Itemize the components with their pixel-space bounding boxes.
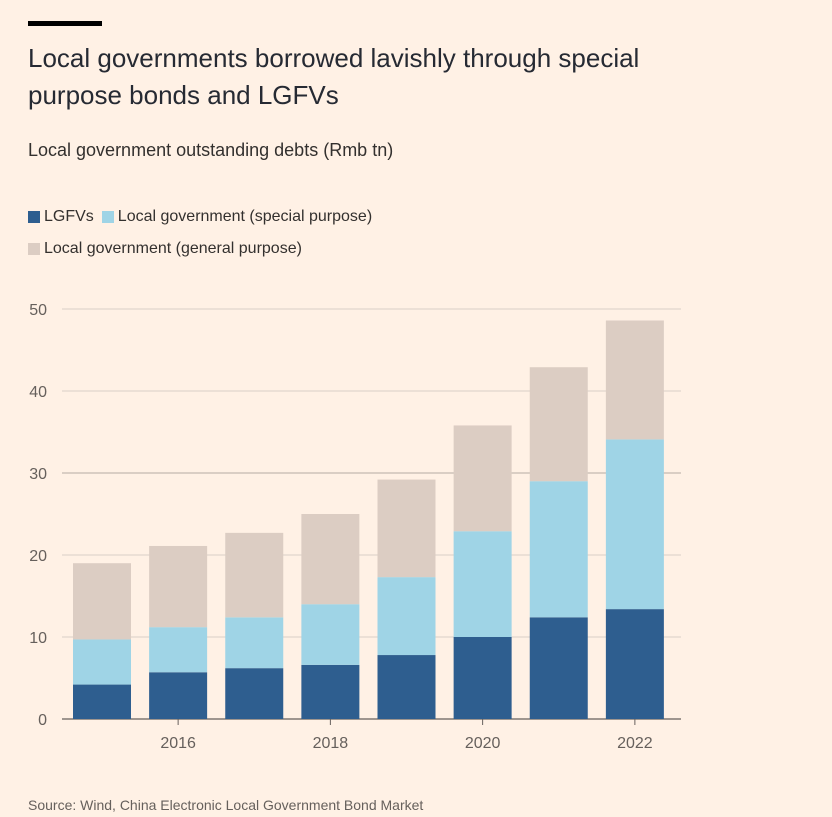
legend-swatch-special-purpose [101, 211, 114, 223]
y-tick-label-30: 30 [29, 466, 47, 483]
legend-swatch-lgfvs [28, 211, 40, 223]
bar-2020-series-2 [453, 425, 512, 532]
bar-2022-series-1 [605, 439, 664, 610]
y-tick-label-20: 20 [29, 548, 47, 565]
stacked-bar-chart: 0 10 20 30 40 50 2016 2018 2020 2022 [29, 302, 681, 752]
bar-2017-series-0 [225, 668, 284, 719]
x-tick-label-2018: 2018 [313, 735, 349, 752]
bar-2021-series-2 [529, 367, 588, 482]
x-tick-label-2022: 2022 [617, 735, 653, 752]
legend-swatch-general-purpose [28, 243, 40, 255]
legend-item-general-purpose: Local government (general purpose) [28, 240, 302, 258]
chart-title: Local governments borrowed lavishly thro… [28, 43, 640, 110]
bar-2021-series-0 [529, 617, 588, 719]
bar-2019-series-1 [377, 577, 436, 656]
legend-label-lgfvs: LGFVs [44, 208, 94, 225]
bar-2017-series-2 [225, 532, 284, 618]
bar-2022-series-0 [605, 609, 664, 719]
bar-2019-series-0 [377, 655, 436, 719]
bar-2020-series-0 [453, 637, 512, 719]
bar-2018-series-0 [301, 664, 360, 719]
y-tick-label-0: 0 [38, 712, 47, 729]
legend-label-special-purpose: Local government (special purpose) [117, 208, 373, 225]
legend-row-1: LGFVs Local government (special purpose) [28, 206, 628, 228]
y-tick-label-10: 10 [29, 630, 47, 647]
bar-2016-series-2 [149, 545, 208, 628]
bar-2019-series-2 [377, 479, 436, 578]
chart-subtitle: Local government outstanding debts (Rmb … [28, 140, 394, 160]
x-tick-label-2020: 2020 [465, 735, 501, 752]
bar-2016-series-1 [149, 627, 208, 673]
bar-2018-series-1 [301, 604, 360, 665]
source-note: Source: Wind, China Electronic Local Gov… [28, 797, 424, 813]
bar-2022-series-2 [605, 320, 664, 440]
y-tick-label-50: 50 [29, 302, 47, 319]
bar-2017-series-1 [225, 617, 284, 669]
top-accent-bar [28, 21, 102, 26]
legend-label-general-purpose: Local government (general purpose) [44, 240, 302, 257]
y-tick-label-40: 40 [29, 384, 47, 401]
bar-2015-series-0 [73, 684, 131, 719]
bar-2015-series-2 [73, 563, 131, 640]
bar-2021-series-1 [529, 481, 588, 618]
bar-2020-series-1 [453, 531, 512, 637]
bar-2016-series-0 [149, 672, 208, 719]
legend-item-special-purpose: Local government (special purpose) [101, 208, 373, 226]
bar-2015-series-1 [73, 639, 131, 685]
legend-row-2: Local government (general purpose) [28, 238, 628, 260]
bar-2018-series-2 [301, 514, 360, 605]
x-tick-label-2016: 2016 [160, 735, 196, 752]
legend-item-lgfvs: LGFVs [28, 208, 94, 226]
chart-legend: LGFVs Local government (special purpose)… [28, 206, 628, 270]
